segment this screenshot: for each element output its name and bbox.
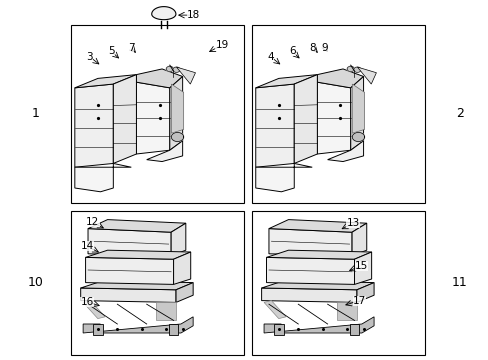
Polygon shape <box>156 302 176 320</box>
Polygon shape <box>146 141 183 162</box>
Text: 18: 18 <box>186 10 200 20</box>
Text: 8: 8 <box>309 42 316 53</box>
Text: 14: 14 <box>80 241 94 251</box>
Polygon shape <box>261 288 356 302</box>
Polygon shape <box>351 223 366 256</box>
Text: 4: 4 <box>266 51 273 62</box>
Polygon shape <box>268 220 366 232</box>
Text: 10: 10 <box>27 276 43 289</box>
Polygon shape <box>255 163 312 192</box>
Polygon shape <box>168 324 178 335</box>
Polygon shape <box>85 257 173 284</box>
Polygon shape <box>356 283 373 302</box>
Polygon shape <box>266 250 371 259</box>
Text: 17: 17 <box>352 296 366 306</box>
Polygon shape <box>75 84 113 167</box>
Polygon shape <box>351 84 364 133</box>
Polygon shape <box>255 84 294 167</box>
Bar <box>71 25 244 203</box>
Polygon shape <box>173 67 180 72</box>
Polygon shape <box>337 302 356 320</box>
Polygon shape <box>173 252 190 284</box>
Polygon shape <box>83 301 105 319</box>
Polygon shape <box>255 75 317 88</box>
Polygon shape <box>113 75 136 163</box>
Bar <box>251 25 425 203</box>
Text: 16: 16 <box>80 297 94 307</box>
Text: 12: 12 <box>86 217 100 228</box>
Polygon shape <box>354 252 371 284</box>
Text: 9: 9 <box>321 42 328 53</box>
Polygon shape <box>169 76 183 150</box>
Polygon shape <box>350 76 363 150</box>
Polygon shape <box>88 229 171 256</box>
Text: 13: 13 <box>346 218 359 228</box>
Polygon shape <box>88 220 185 232</box>
Polygon shape <box>294 75 317 163</box>
Polygon shape <box>317 69 363 88</box>
Polygon shape <box>327 141 363 162</box>
Text: 6: 6 <box>288 46 295 57</box>
Polygon shape <box>136 82 169 154</box>
Polygon shape <box>268 229 351 256</box>
Polygon shape <box>136 69 183 88</box>
Polygon shape <box>171 132 183 141</box>
Polygon shape <box>151 6 176 20</box>
Polygon shape <box>317 82 350 154</box>
Text: 15: 15 <box>354 261 368 271</box>
Polygon shape <box>261 281 373 290</box>
Polygon shape <box>346 66 354 72</box>
Polygon shape <box>264 317 373 333</box>
Polygon shape <box>166 66 173 72</box>
Polygon shape <box>93 324 102 335</box>
Polygon shape <box>176 283 193 302</box>
Polygon shape <box>171 84 183 133</box>
Polygon shape <box>171 223 185 256</box>
Text: 3: 3 <box>86 51 93 62</box>
Polygon shape <box>353 67 360 72</box>
Polygon shape <box>357 67 376 84</box>
Polygon shape <box>351 132 364 141</box>
Polygon shape <box>264 301 285 319</box>
Text: 1: 1 <box>31 107 39 120</box>
Text: 5: 5 <box>108 46 115 57</box>
Polygon shape <box>81 281 193 290</box>
Polygon shape <box>266 257 354 284</box>
Polygon shape <box>349 324 359 335</box>
Polygon shape <box>273 324 283 335</box>
Bar <box>251 211 425 355</box>
Polygon shape <box>75 75 136 88</box>
Polygon shape <box>81 288 176 302</box>
Polygon shape <box>85 250 190 259</box>
Bar <box>71 211 244 355</box>
Polygon shape <box>176 67 195 84</box>
Text: 19: 19 <box>215 40 228 50</box>
Text: 11: 11 <box>451 276 467 289</box>
Text: 7: 7 <box>127 42 134 53</box>
Polygon shape <box>83 317 193 333</box>
Polygon shape <box>75 163 131 192</box>
Text: 2: 2 <box>455 107 463 120</box>
